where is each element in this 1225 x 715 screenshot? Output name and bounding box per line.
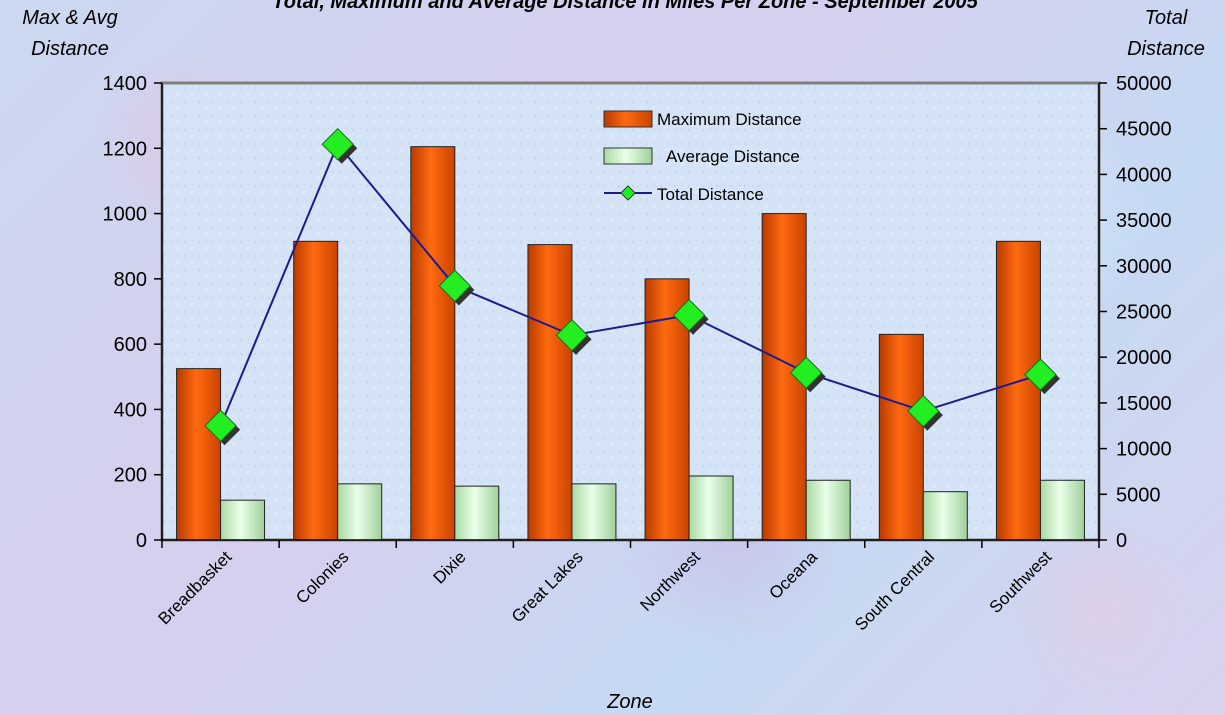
bar-average-great-lakes [571, 483, 617, 541]
category-label-colonies: Colonies [292, 547, 352, 607]
left-axis-title-line2: Distance [31, 38, 109, 60]
left-axis-tick-label: 800 [114, 269, 147, 291]
bar-maximum-colonies [293, 240, 339, 541]
right-axis-title-line1: Total [1145, 7, 1188, 29]
category-label-oceana: Oceana [765, 547, 821, 603]
total-marker-colonies [321, 127, 354, 161]
left-axis-title-line1: Max & Avg [22, 7, 118, 29]
total-distance-polyline [219, 142, 1041, 427]
bar-maximum-south-central [878, 333, 924, 541]
bar-maximum-dixie [410, 146, 456, 541]
bar-average-oceana [805, 479, 851, 541]
bar-average-colonies [337, 483, 383, 541]
total-marker-oceana [789, 356, 823, 390]
total-marker-northwest [672, 298, 706, 332]
right-axis-tick-label: 15000 [1116, 393, 1172, 415]
right-axis-tick-label: 0 [1116, 530, 1127, 552]
category-label-south-central: South Central [851, 547, 938, 634]
legend-swatch-average [603, 147, 653, 165]
right-axis-tick-label: 40000 [1116, 164, 1172, 186]
bar-average-southwest [1039, 479, 1085, 541]
left-axis-tick-label: 200 [114, 465, 147, 487]
total-marker-southwest [1024, 358, 1057, 391]
total-marker-south-central [907, 394, 940, 428]
category-label-dixie: Dixie [429, 547, 469, 587]
left-axis-tick-label: 1200 [103, 138, 148, 160]
legend-swatch-maximum [603, 110, 653, 128]
total-marker-dixie [438, 269, 472, 303]
legend-label-maximum: Maximum Distance [657, 110, 802, 129]
right-axis-tick-label: 50000 [1116, 73, 1172, 95]
bar-average-northwest [688, 475, 734, 541]
legend: Maximum Distance Average Distance Total … [603, 110, 802, 204]
left-axis-title: Max & Avg Distance [22, 7, 118, 60]
right-axis-title-line2: Distance [1127, 38, 1205, 60]
legend-swatch-total-marker [620, 185, 636, 201]
right-axis-tick-label: 25000 [1116, 302, 1172, 324]
right-axis-tick-label: 30000 [1116, 256, 1172, 278]
category-label-great-lakes: Great Lakes [508, 547, 587, 626]
right-axis-tick-label: 45000 [1116, 119, 1172, 141]
right-axis-tick-label: 10000 [1116, 439, 1172, 461]
chart-title: Total, Maximum and Average Distance in M… [272, 0, 978, 13]
left-axis-tick-label: 1000 [103, 204, 148, 226]
total-distance-line [204, 127, 1060, 446]
bar-maximum-great-lakes [527, 244, 573, 541]
left-axis-tick-label: 0 [136, 530, 147, 552]
category-label-northwest: Northwest [636, 547, 704, 615]
right-axis-tick-label: 20000 [1116, 347, 1172, 369]
category-label-southwest: Southwest [986, 547, 1056, 617]
right-axis-tick-label: 5000 [1116, 484, 1161, 506]
left-axis-tick-label: 400 [114, 399, 147, 421]
total-marker-breadbasket [204, 409, 237, 443]
total-marker-great-lakes [555, 319, 589, 352]
category-label-breadbasket: Breadbasket [154, 547, 235, 628]
bar-average-dixie [454, 485, 500, 541]
bar-average-breadbasket [220, 499, 266, 541]
right-axis-title: Total Distance [1127, 7, 1205, 60]
legend-label-total: Total Distance [657, 185, 764, 204]
bar-maximum-breadbasket [176, 368, 222, 541]
left-axis-tick-label: 600 [114, 334, 147, 356]
legend-label-average: Average Distance [666, 147, 800, 166]
right-axis-tick-label: 35000 [1116, 210, 1172, 232]
bars [176, 146, 1085, 541]
x-axis-title: Zone [606, 691, 653, 713]
bar-average-south-central [922, 491, 968, 541]
bar-maximum-southwest [995, 240, 1041, 541]
left-axis-tick-label: 1400 [103, 73, 148, 95]
